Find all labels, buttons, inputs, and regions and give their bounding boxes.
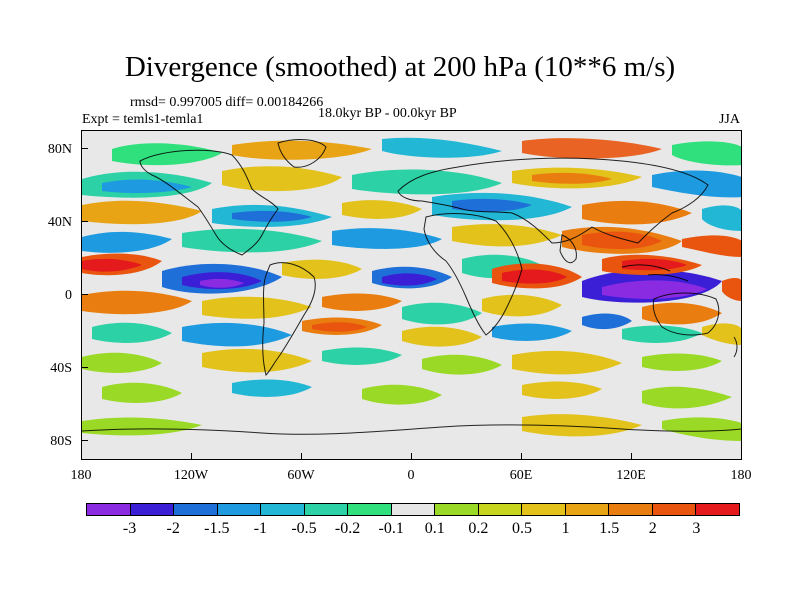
- lon-label-120w: 120W: [173, 468, 209, 483]
- colorbar-swatch: [435, 504, 479, 515]
- colorbar-swatch: [609, 504, 653, 515]
- lat-label-80s: 80S: [50, 434, 72, 449]
- divergence-map: [81, 130, 742, 460]
- colorbar-label: 0.1: [424, 520, 445, 537]
- lon-tick-120w: [191, 453, 192, 459]
- lat-tick-40n: [82, 221, 88, 222]
- lat-tick-80s: [82, 440, 88, 441]
- lon-tick-120e: [631, 453, 632, 459]
- colorbar-label: -0.5: [291, 520, 317, 537]
- colorbar-swatch: [174, 504, 218, 515]
- colorbar: [86, 503, 740, 516]
- lat-tick-40s: [82, 367, 88, 368]
- colorbar-swatch: [391, 504, 436, 515]
- lat-label-40n: 40N: [47, 215, 72, 230]
- colorbar-label: 1: [561, 520, 570, 537]
- experiment-label: Expt = temls1-temla1: [82, 112, 204, 127]
- colorbar-label: -0.2: [334, 520, 361, 537]
- season-label: JJA: [718, 112, 740, 127]
- colorbar-swatch: [304, 504, 349, 515]
- colorbar-swatch: [261, 504, 305, 515]
- colorbar-label: 1.5: [599, 520, 620, 537]
- lon-label-0: 0: [407, 468, 415, 483]
- coastlines: [82, 139, 741, 435]
- lon-tick-60e: [521, 453, 522, 459]
- period-label: 18.0kyr BP - 00.0kyr BP: [318, 106, 457, 121]
- colorbar-label: 3: [692, 520, 701, 537]
- lat-tick-0: [82, 294, 88, 295]
- lon-tick-60w: [301, 453, 302, 459]
- colorbar-label: -1: [253, 520, 268, 537]
- rmsd-diff-stats: rmsd= 0.997005 diff= 0.00184266: [130, 95, 324, 110]
- colorbar-swatch: [696, 504, 739, 515]
- lon-tick-0: [411, 453, 412, 459]
- colorbar-swatch: [217, 504, 262, 515]
- colorbar-swatch: [348, 504, 392, 515]
- colorbar-swatch: [130, 504, 175, 515]
- map-title: Divergence (smoothed) at 200 hPa (10**6 …: [124, 51, 676, 83]
- lon-label-180e: 180: [730, 468, 752, 483]
- lon-label-60w: 60W: [287, 468, 315, 483]
- colorbar-swatch: [565, 504, 610, 515]
- colorbar-label: 2: [648, 520, 657, 537]
- lat-tick-80n: [82, 148, 88, 149]
- colorbar-label: 0.2: [468, 520, 489, 537]
- colorbar-swatch: [87, 504, 131, 515]
- colorbar-swatch: [522, 504, 566, 515]
- lon-label-60e: 60E: [509, 468, 533, 483]
- colorbar-swatch: [652, 504, 697, 515]
- colorbar-label: -0.1: [378, 520, 404, 537]
- lat-label-0: 0: [65, 288, 72, 303]
- lat-label-80n: 80N: [47, 142, 72, 157]
- colorbar-label: 0.5: [512, 520, 532, 537]
- colorbar-label: -1.5: [204, 520, 230, 537]
- lon-label-180w: 180: [70, 468, 92, 483]
- lon-label-120e: 120E: [616, 468, 646, 483]
- divergence-field: [82, 137, 741, 441]
- colorbar-label: -2: [166, 520, 180, 537]
- colorbar-label: -3: [122, 520, 137, 537]
- divergence-contours: [82, 137, 741, 441]
- colorbar-swatch: [478, 504, 523, 515]
- lat-label-40s: 40S: [50, 361, 72, 376]
